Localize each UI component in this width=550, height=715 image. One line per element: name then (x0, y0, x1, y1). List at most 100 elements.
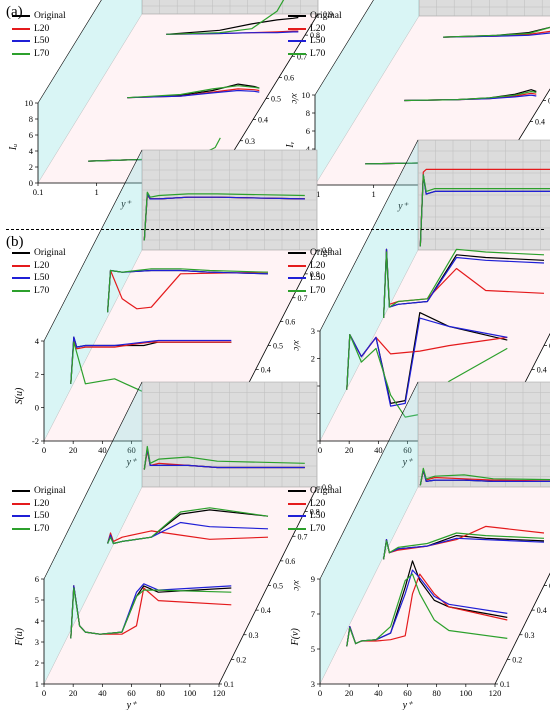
legend-entry: L70 (288, 285, 342, 298)
x-tick-label: 20 (345, 445, 354, 455)
series-line-l70 (419, 174, 550, 247)
x-tick-label: 40 (374, 445, 383, 455)
y-axis-label: F(u) (14, 627, 25, 646)
x-axis-label: y⁺ (120, 199, 131, 210)
series-line-l70 (127, 85, 260, 99)
legend-swatch (288, 502, 306, 505)
series-line-original (166, 16, 299, 35)
x-axis-label: y⁺ (126, 457, 137, 468)
x-tick-label: 0 (42, 688, 46, 698)
side-wall (44, 382, 142, 684)
legend-swatch (288, 289, 306, 292)
legend-swatch (288, 52, 306, 55)
z-tick-label: 0.8 (310, 270, 320, 279)
z-axis-label: x/c (292, 339, 302, 351)
x-tick-label: 20 (69, 445, 78, 455)
z-tick-label: 0.7 (297, 52, 307, 61)
y-tick-label: 2 (35, 658, 39, 668)
z-tick-label: 0.5 (273, 582, 283, 591)
legend-label: Original (34, 486, 66, 496)
legend-swatch (12, 502, 30, 505)
y-tick-label: 3 (311, 326, 315, 336)
series-line-l70 (166, 0, 285, 35)
legend-label: L50 (34, 511, 50, 521)
z-tick-label: 0.9 (323, 10, 333, 19)
legend: Original L20 L50 L70 (12, 10, 66, 60)
x-axis-label: y⁺ (397, 201, 408, 212)
x-tick-label: 80 (432, 688, 441, 698)
y-tick-label: 1 (35, 679, 39, 689)
legend-label: L20 (310, 260, 326, 271)
legend-label: L70 (34, 285, 50, 296)
z-tick-label: 0.1 (500, 680, 510, 689)
y-tick-label: -2 (32, 436, 39, 446)
legend-entry: L50 (12, 272, 66, 285)
y-tick-label: 10 (25, 98, 34, 108)
legend-entry: L50 (288, 35, 342, 48)
z-tick-label: 0.5 (273, 342, 283, 351)
z-tick-label: 0.2 (236, 655, 246, 664)
legend-swatch (12, 52, 30, 55)
legend-label: L70 (310, 48, 326, 59)
side-wall (44, 150, 142, 441)
legend-entry: L50 (12, 35, 66, 48)
legend-swatch (12, 264, 30, 267)
top-edge (319, 381, 419, 580)
side-wall (320, 140, 418, 441)
z-tick-label: 0.3 (525, 631, 535, 640)
y-tick-label: 6 (35, 574, 39, 584)
legend-label: L50 (34, 273, 50, 283)
series-line-l70 (383, 248, 545, 319)
z-tick-label: 0.4 (537, 365, 547, 374)
x-axis-label: y⁺ (402, 457, 413, 468)
legend-swatch (12, 289, 30, 292)
series-line-l70 (346, 573, 508, 647)
legend-entry: L70 (288, 523, 342, 536)
series-line-l20 (419, 168, 550, 247)
y-tick-label: 4 (306, 144, 311, 154)
z-tick-label: 0.6 (285, 318, 295, 327)
legend-label: L70 (310, 523, 326, 534)
legend-label: L20 (34, 498, 50, 509)
legend-swatch (288, 40, 306, 43)
y-axis-label: S(u) (14, 387, 25, 404)
y-tick-label: 5 (311, 644, 315, 654)
y-tick-label: 4 (35, 616, 40, 626)
top-edge (43, 381, 143, 580)
panel-divider (6, 229, 544, 230)
legend-entry: L20 (12, 260, 66, 273)
legend-label: L70 (34, 523, 50, 534)
y-tick-label: 4 (29, 146, 34, 156)
x-tick-label: 20 (345, 688, 354, 698)
series-line-l50 (443, 32, 550, 38)
legend-label: L70 (34, 48, 50, 59)
series-line-l70 (143, 445, 305, 470)
z-tick-label: 0.3 (249, 631, 259, 640)
z-axis-label: x/c (292, 579, 302, 591)
top-edge (43, 149, 143, 342)
z-tick-label: 0.3 (245, 137, 255, 146)
y-tick-label: 8 (29, 114, 33, 124)
legend-swatch (288, 15, 306, 18)
legend-label: L20 (310, 498, 326, 509)
legend-entry: L20 (288, 23, 342, 36)
z-tick-label: 0.7 (298, 294, 308, 303)
y-tick-label: 3 (35, 637, 39, 647)
legend-swatch (288, 264, 306, 267)
chart-Fu: 0 20 40 60 80 100 120 y⁺ 1 2 3 4 5 6 F(u) 0.1 0.2 0.3 0.4 0… (14, 381, 332, 711)
x-tick-label: 0 (318, 688, 322, 698)
legend: Original L20 L50 L70 (288, 247, 342, 297)
legend-entry: L70 (12, 48, 66, 61)
z-tick-label: 0.6 (285, 557, 295, 566)
legend-label: Original (34, 11, 66, 21)
legend-label: Original (310, 11, 342, 21)
x-tick-label: 100 (459, 688, 472, 698)
legend: Original L20 L50 L70 (12, 485, 66, 535)
series-line-l50 (127, 89, 260, 99)
legend-swatch (12, 277, 30, 280)
legend-swatch (288, 515, 306, 518)
legend-swatch (288, 252, 306, 255)
legend-swatch (12, 490, 30, 493)
z-tick-label: 0.4 (258, 116, 268, 125)
